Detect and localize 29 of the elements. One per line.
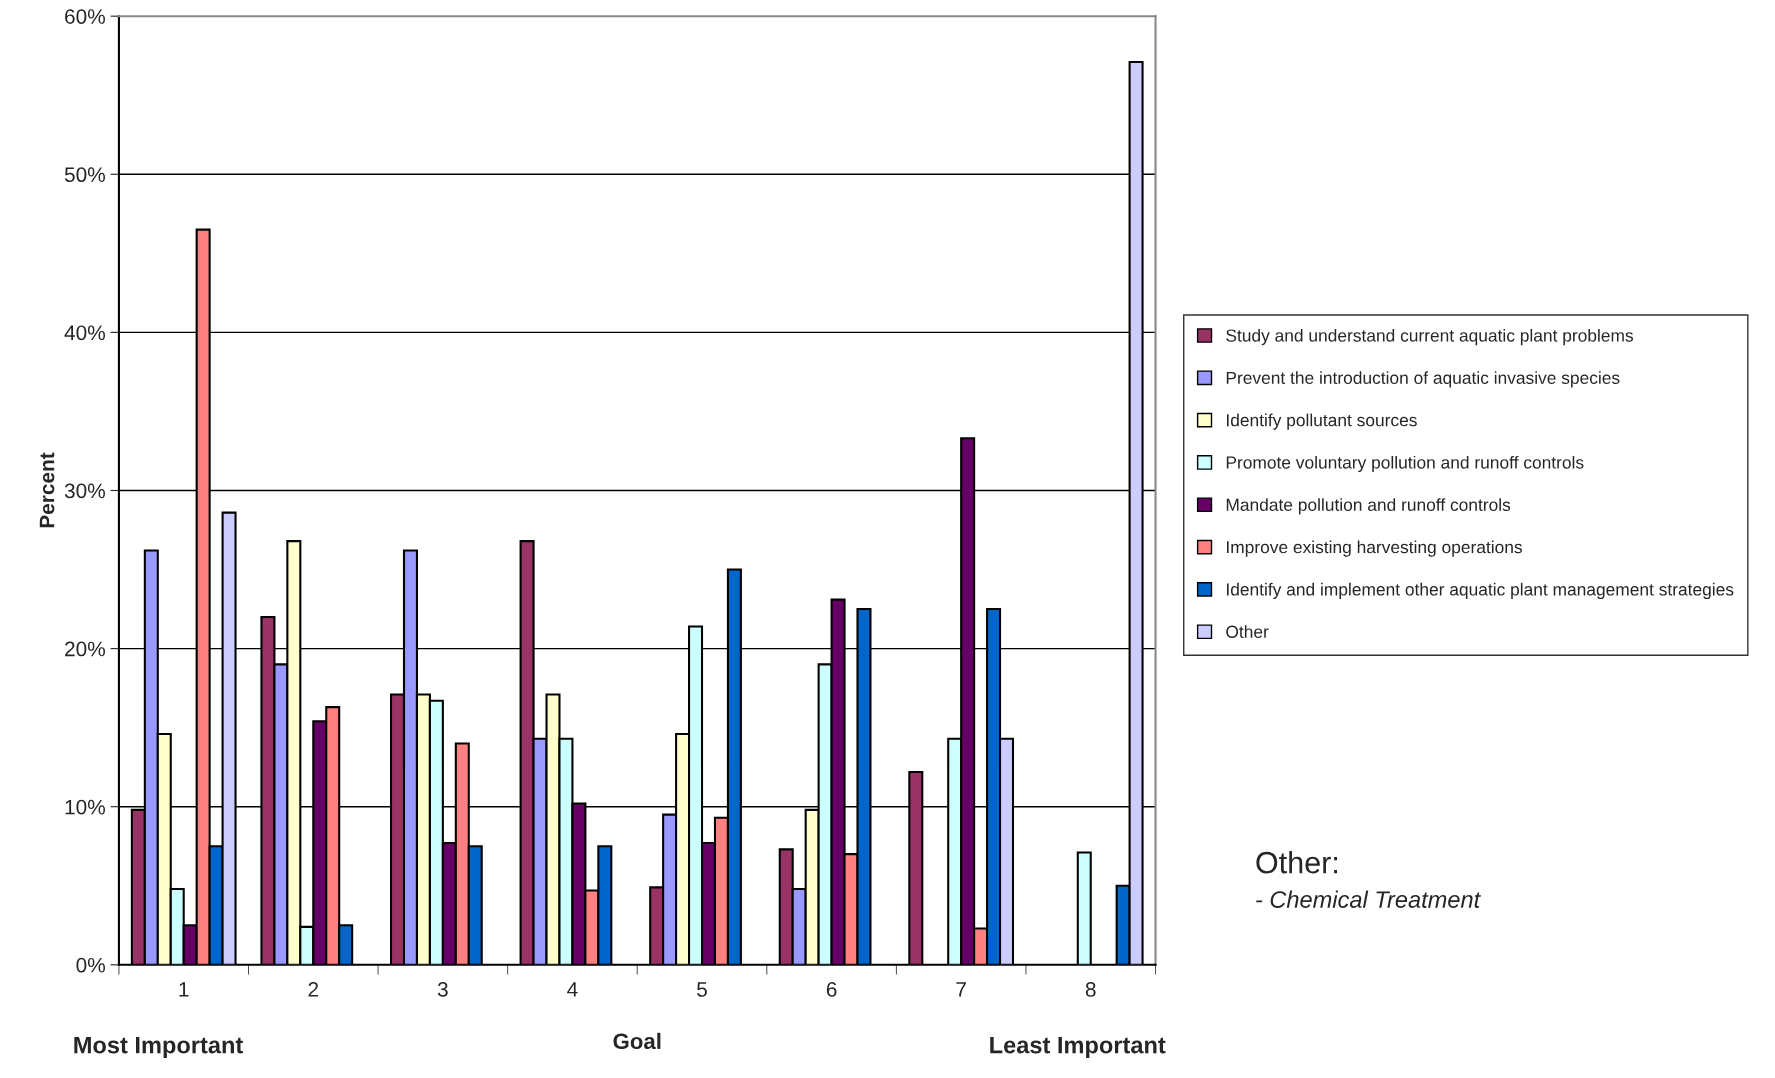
x-tick-label: 1 xyxy=(179,982,189,997)
y-tick-label: 40% xyxy=(64,325,105,341)
x-tick-label: 6 xyxy=(826,982,837,997)
y-tick-label: 30% xyxy=(64,483,105,499)
legend-label: Identify and implement other aquatic plant management strategies xyxy=(1227,582,1734,600)
y-tick-label: 0% xyxy=(76,957,105,973)
y-tick-label: 50% xyxy=(64,167,105,183)
legend-label: Prevent the introduction of aquatic invasive species xyxy=(1226,371,1620,388)
y-axis-title: Percent xyxy=(39,452,55,528)
x-tick-label: 7 xyxy=(956,982,966,997)
x-tick-label: 4 xyxy=(567,982,578,997)
legend-label: Other xyxy=(1226,625,1269,638)
legend-label: Identify pollutant sources xyxy=(1227,413,1417,430)
x-tick-label: 3 xyxy=(437,982,448,997)
x-axis-title: Goal xyxy=(613,1032,661,1050)
y-tick-label: 20% xyxy=(65,641,105,657)
legend-label: Improve existing harvesting operations xyxy=(1227,540,1522,557)
y-tick-label: 10% xyxy=(65,799,105,815)
legend-label: Promote voluntary pollution and runoff controls xyxy=(1226,455,1584,473)
x-tick-label: 8 xyxy=(1085,982,1096,997)
legend-label: Study and understand current aquatic plant problems xyxy=(1226,328,1634,346)
x-tick-label: 2 xyxy=(308,982,319,997)
text: Other: xyxy=(1256,851,1338,874)
x-tick-label: 5 xyxy=(697,982,707,997)
y-tick-label: 60% xyxy=(65,9,105,24)
text: - Chemical Treatment xyxy=(1256,890,1481,908)
text: Least Important xyxy=(990,1036,1166,1059)
text: Most Important xyxy=(74,1036,243,1059)
legend-label: Mandate pollution and runoff controls xyxy=(1226,498,1511,515)
